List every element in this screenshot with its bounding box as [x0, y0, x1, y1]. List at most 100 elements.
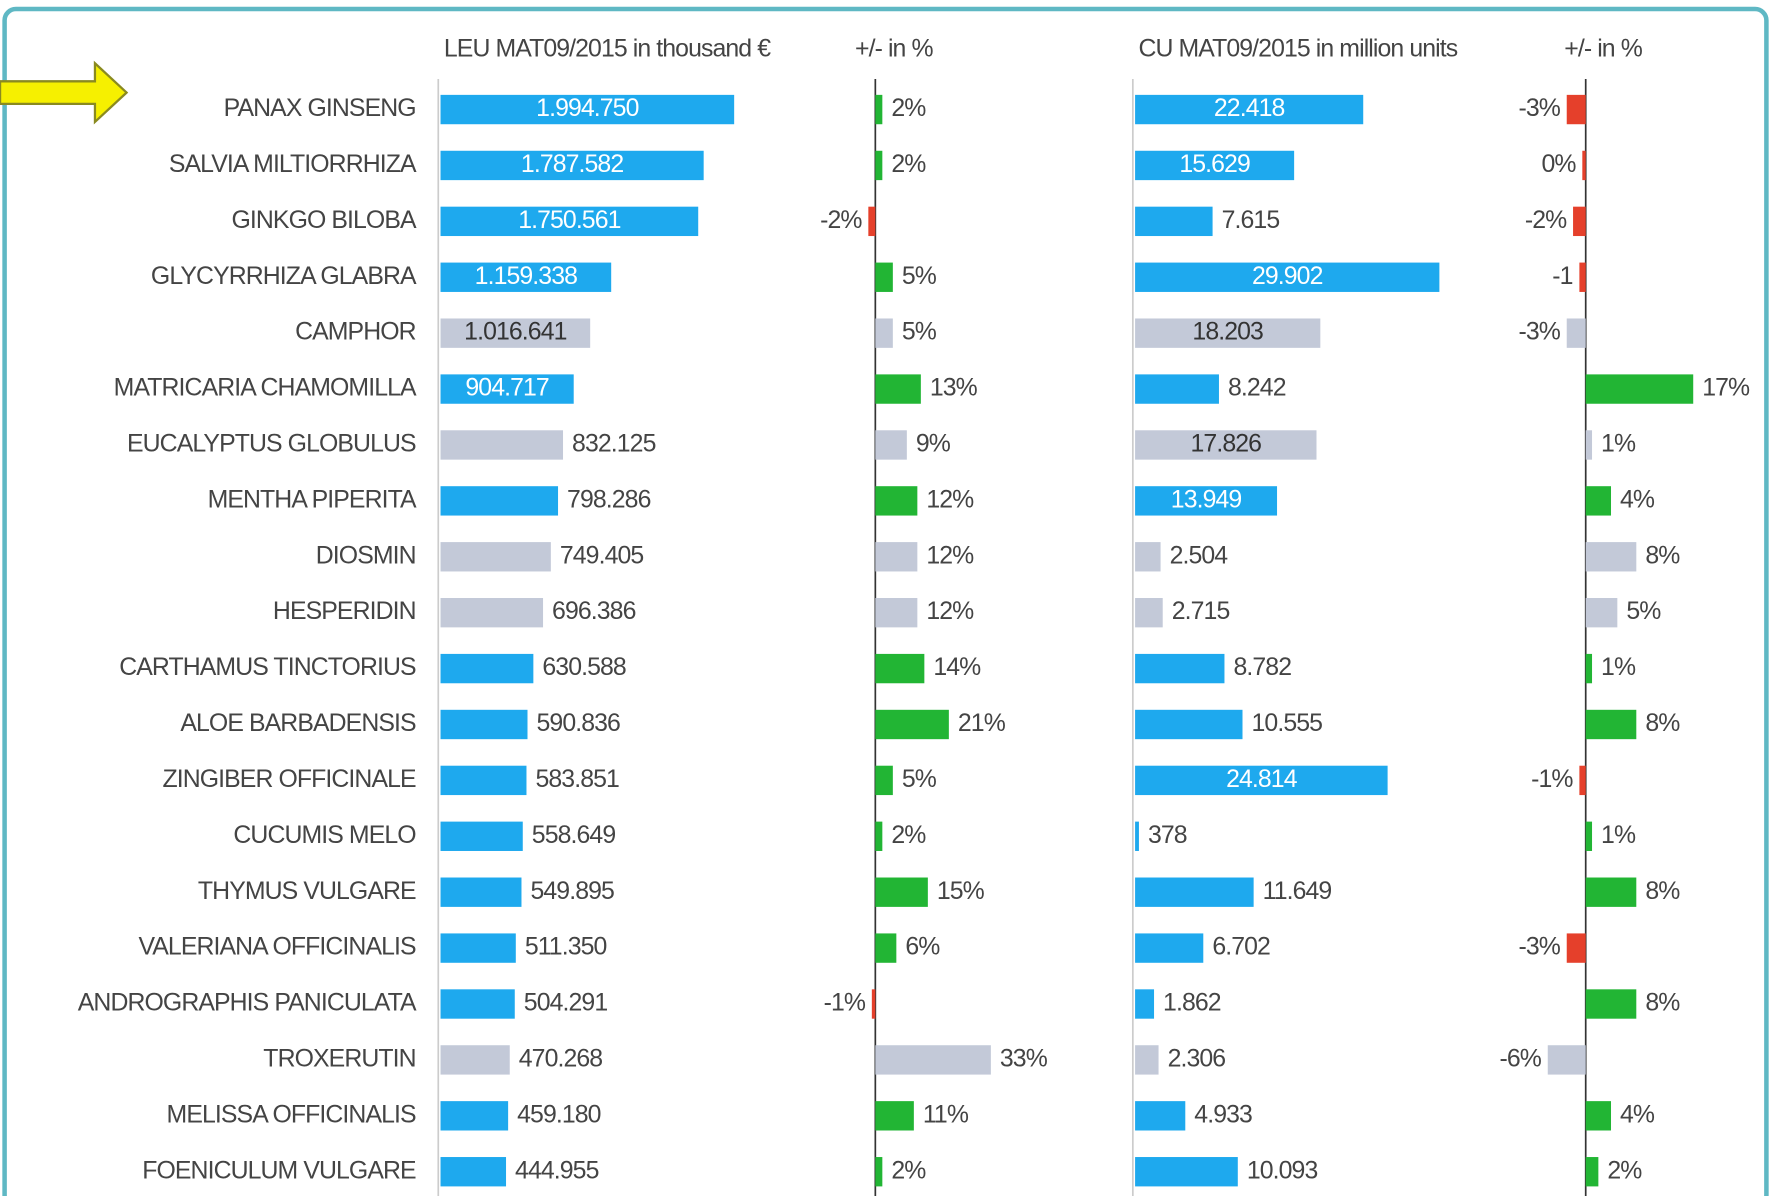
category-label: CAMPHOR [295, 319, 416, 346]
bar [875, 542, 918, 572]
value-label: 459.180 [517, 1101, 601, 1128]
value-label: -3% [1519, 95, 1561, 122]
category-label: GINKGO BILOBA [231, 207, 417, 234]
bar [1585, 486, 1612, 516]
value-label: 2% [891, 1157, 926, 1184]
bar [1135, 989, 1155, 1019]
value-label: 18.203 [1192, 319, 1263, 346]
bar [1135, 318, 1321, 348]
bar [1547, 1045, 1586, 1075]
value-label: 7.615 [1222, 207, 1280, 234]
value-label: 1% [1601, 431, 1636, 458]
bar [875, 877, 928, 907]
value-label: 13.949 [1171, 486, 1242, 513]
value-label: 4% [1620, 1101, 1655, 1128]
value-label: 17.826 [1191, 431, 1262, 458]
value-label: 12% [926, 598, 974, 625]
bar [440, 206, 699, 237]
value-label: -3% [1519, 319, 1561, 346]
bar [875, 653, 925, 684]
column-header: +/- in % [855, 35, 933, 62]
value-label: 749.405 [560, 542, 644, 569]
value-label: 1.750.561 [518, 207, 620, 234]
value-label: 1.994.750 [536, 95, 638, 122]
value-label: 1% [1601, 654, 1636, 681]
value-label: 1% [1601, 822, 1636, 849]
value-label: 8% [1645, 710, 1680, 737]
bar [1135, 262, 1440, 292]
value-label: 9% [916, 431, 951, 458]
category-label: EUCALYPTUS GLOBULUS [127, 431, 416, 458]
bar [440, 598, 544, 628]
bar [440, 1101, 509, 1131]
bar [440, 1045, 510, 1075]
bar [1135, 709, 1243, 740]
bar [1135, 374, 1219, 404]
bar [440, 262, 612, 292]
bar [440, 486, 559, 516]
category-label: ZINGIBER OFFICINALE [162, 766, 416, 793]
value-label: 10.555 [1252, 710, 1323, 737]
value-label: 22.418 [1214, 95, 1285, 122]
bar [440, 374, 574, 404]
value-label: 8.242 [1228, 375, 1286, 402]
value-label: 0% [1541, 151, 1576, 178]
category-label: CARTHAMUS TINCTORIUS [119, 654, 416, 681]
value-label: 4.933 [1194, 1101, 1252, 1128]
bar [1579, 262, 1586, 292]
value-label: -1% [824, 990, 866, 1017]
category-label: MENTHA PIPERITA [208, 486, 417, 513]
category-label: GLYCYRRHIZA GLABRA [151, 263, 417, 290]
value-label: 5% [1626, 598, 1661, 625]
bar [875, 765, 893, 796]
value-label: 2.715 [1172, 598, 1230, 625]
bar [1566, 94, 1586, 125]
bar [875, 430, 907, 460]
bar [1135, 1101, 1186, 1131]
value-label: 10.093 [1247, 1157, 1318, 1184]
bar [1585, 542, 1637, 572]
value-label: 470.268 [519, 1045, 603, 1072]
bar [1573, 206, 1586, 237]
bar [875, 94, 883, 125]
value-label: 558.649 [532, 822, 616, 849]
bar [875, 262, 893, 292]
bar [1585, 653, 1593, 684]
bar [1135, 821, 1139, 851]
arrow [0, 60, 129, 125]
category-label: ALOE BARBADENSIS [180, 710, 416, 737]
bar [1582, 150, 1586, 181]
value-label: 1.159.338 [475, 263, 577, 290]
bar [440, 653, 534, 684]
value-label: 1.016.641 [464, 319, 566, 346]
bar [1135, 486, 1278, 516]
value-label: -1% [1531, 766, 1573, 793]
value-label: 2% [891, 95, 926, 122]
value-label: 14% [933, 654, 981, 681]
value-label: -2% [1525, 207, 1567, 234]
value-label: 2% [891, 151, 926, 178]
value-label: 5% [902, 263, 937, 290]
bar [1135, 94, 1364, 125]
column-header: LEU MAT09/2015 in thousand € [444, 35, 771, 62]
value-label: 21% [958, 710, 1006, 737]
bar [1585, 430, 1593, 460]
bar [1135, 653, 1225, 684]
bar [440, 989, 515, 1019]
bar [1585, 989, 1637, 1019]
value-label: 832.125 [572, 431, 656, 458]
value-label: 2.306 [1168, 1045, 1226, 1072]
value-label: 24.814 [1226, 766, 1298, 793]
bar [875, 821, 883, 851]
value-label: 511.350 [525, 934, 607, 961]
bar [1585, 1157, 1599, 1187]
column-header: +/- in % [1564, 35, 1642, 62]
bar [1566, 318, 1586, 348]
bar [440, 933, 516, 963]
category-label: TROXERUTIN [263, 1045, 415, 1072]
bar [1566, 933, 1586, 963]
bar [440, 877, 522, 907]
bar [1135, 933, 1204, 963]
value-label: 378 [1148, 822, 1187, 849]
